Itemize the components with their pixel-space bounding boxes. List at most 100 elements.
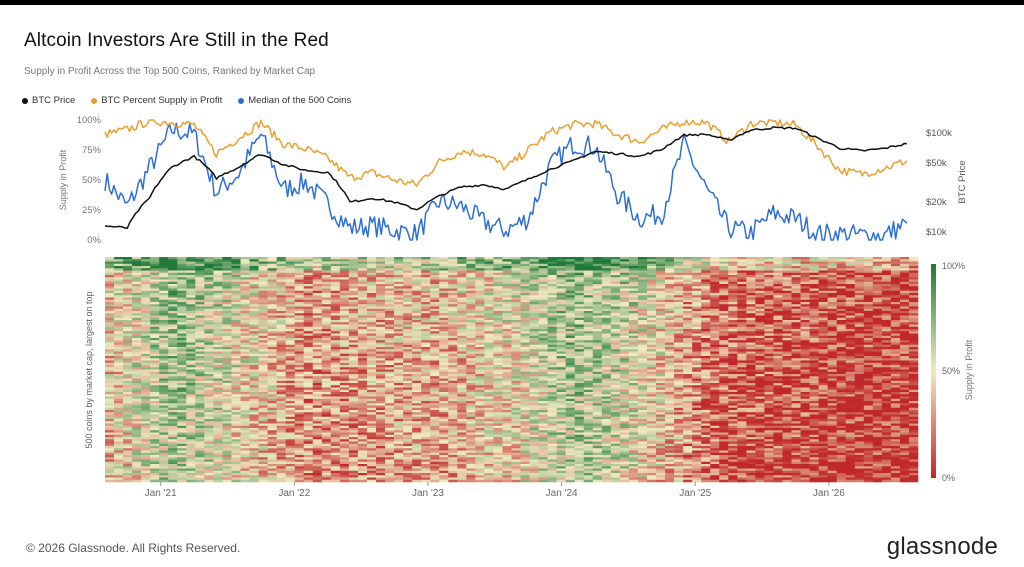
- heatmap-cell: [294, 268, 305, 271]
- heatmap-cell: [312, 374, 323, 377]
- heatmap-cell: [249, 405, 259, 409]
- legend-item-btc-price[interactable]: BTC Price: [22, 95, 75, 106]
- heatmap-cell: [204, 425, 214, 429]
- heatmap-cell: [466, 286, 476, 289]
- heatmap-cell: [330, 297, 341, 301]
- heatmap-cell: [385, 335, 395, 339]
- heatmap-cell: [285, 306, 295, 310]
- heatmap-cell: [267, 416, 277, 420]
- heatmap-cell: [403, 277, 413, 280]
- heatmap-cell: [339, 378, 350, 382]
- heatmap-cell: [159, 317, 169, 321]
- heatmap-cell: [150, 394, 160, 397]
- heatmap-cell: [114, 290, 124, 294]
- heatmap-cell: [511, 405, 521, 409]
- heatmap-cell: [312, 295, 323, 298]
- heatmap-cell: [439, 324, 449, 328]
- heatmap-cell: [385, 349, 395, 352]
- heatmap-cell: [105, 369, 115, 373]
- heatmap-cell: [267, 421, 277, 424]
- heatmap-cell: [394, 374, 404, 377]
- heatmap-cell: [204, 369, 214, 373]
- heatmap-cell: [538, 304, 548, 307]
- heatmap-cell: [168, 286, 178, 289]
- heatmap-cell: [231, 389, 241, 393]
- heatmap-cell: [249, 407, 259, 411]
- heatmap-cell: [168, 331, 178, 334]
- heatmap-cell: [439, 387, 449, 391]
- heatmap-cell: [177, 286, 187, 289]
- heatmap-cell: [366, 335, 377, 339]
- heatmap-cell: [114, 412, 124, 415]
- heatmap-cell: [240, 284, 250, 287]
- heatmap-cell: [348, 272, 359, 276]
- heatmap-cell: [285, 358, 295, 361]
- heatmap-cell: [457, 428, 467, 431]
- heatmap-cell: [466, 396, 476, 400]
- heatmap-cell: [321, 270, 332, 274]
- heatmap-cell: [466, 443, 476, 447]
- heatmap-cell: [267, 457, 277, 460]
- heatmap-cell: [511, 275, 521, 278]
- heatmap-cell: [430, 464, 440, 467]
- heatmap-cell: [123, 428, 133, 431]
- heatmap-cell: [321, 356, 332, 359]
- heatmap-cell: [321, 317, 332, 321]
- heatmap-cell: [132, 394, 142, 397]
- heatmap-cell: [529, 466, 539, 469]
- heatmap-cell: [502, 277, 512, 280]
- heatmap-cell: [231, 277, 241, 280]
- heatmap-cell: [475, 432, 485, 436]
- heatmap-cell: [403, 320, 413, 323]
- heatmap-cell: [502, 380, 512, 384]
- legend-item-btc-supply[interactable]: BTC Percent Supply in Profit: [91, 95, 222, 106]
- heatmap-cell: [312, 376, 323, 379]
- heatmap-cell: [204, 419, 214, 422]
- heatmap-cell: [493, 277, 503, 280]
- heatmap-cell: [213, 414, 223, 418]
- heatmap-cell: [168, 407, 178, 411]
- heatmap-cell: [538, 353, 548, 357]
- heatmap-cell: [376, 412, 386, 415]
- heatmap-cell: [105, 376, 115, 379]
- heatmap-cell: [312, 443, 323, 447]
- heatmap-cell: [276, 475, 286, 478]
- heatmap-cell: [321, 293, 332, 296]
- heatmap-cell: [421, 277, 431, 280]
- heatmap-cell: [312, 263, 323, 267]
- heatmap-cell: [168, 304, 178, 307]
- heatmap-cell: [321, 439, 332, 442]
- heatmap-cell: [394, 423, 404, 427]
- heatmap-cell: [168, 448, 178, 451]
- heatmap-cell: [520, 457, 530, 460]
- heatmap-cell: [294, 371, 305, 375]
- legend-item-median[interactable]: Median of the 500 Coins: [238, 95, 351, 106]
- heatmap-cell: [123, 392, 133, 395]
- heatmap-cell: [258, 376, 268, 379]
- heatmap-cell: [538, 450, 548, 454]
- heatmap-cell: [150, 423, 160, 427]
- heatmap-cell: [240, 403, 250, 406]
- heatmap-cell: [321, 374, 332, 377]
- heatmap-cell: [457, 396, 467, 400]
- heatmap-cell: [267, 401, 277, 404]
- heatmap-cell: [123, 311, 133, 314]
- heatmap-cell: [357, 353, 368, 357]
- heatmap-cell: [376, 369, 386, 373]
- heatmap-cell: [195, 432, 205, 436]
- heatmap-cell: [457, 259, 467, 262]
- heatmap-cell: [150, 360, 160, 364]
- heatmap-cell: [385, 281, 395, 285]
- heatmap-cell: [330, 398, 341, 402]
- heatmap-cell: [249, 477, 259, 481]
- heatmap-cell: [312, 387, 323, 391]
- heatmap-cell: [339, 331, 350, 334]
- heatmap-cell: [123, 457, 133, 460]
- heatmap-cell: [385, 261, 395, 265]
- heatmap-cell: [150, 461, 160, 465]
- heatmap-cell: [475, 275, 485, 278]
- heatmap-cell: [376, 360, 386, 364]
- heatmap-cell: [357, 457, 368, 460]
- heatmap-cell: [123, 331, 133, 334]
- heatmap-cell: [303, 331, 314, 334]
